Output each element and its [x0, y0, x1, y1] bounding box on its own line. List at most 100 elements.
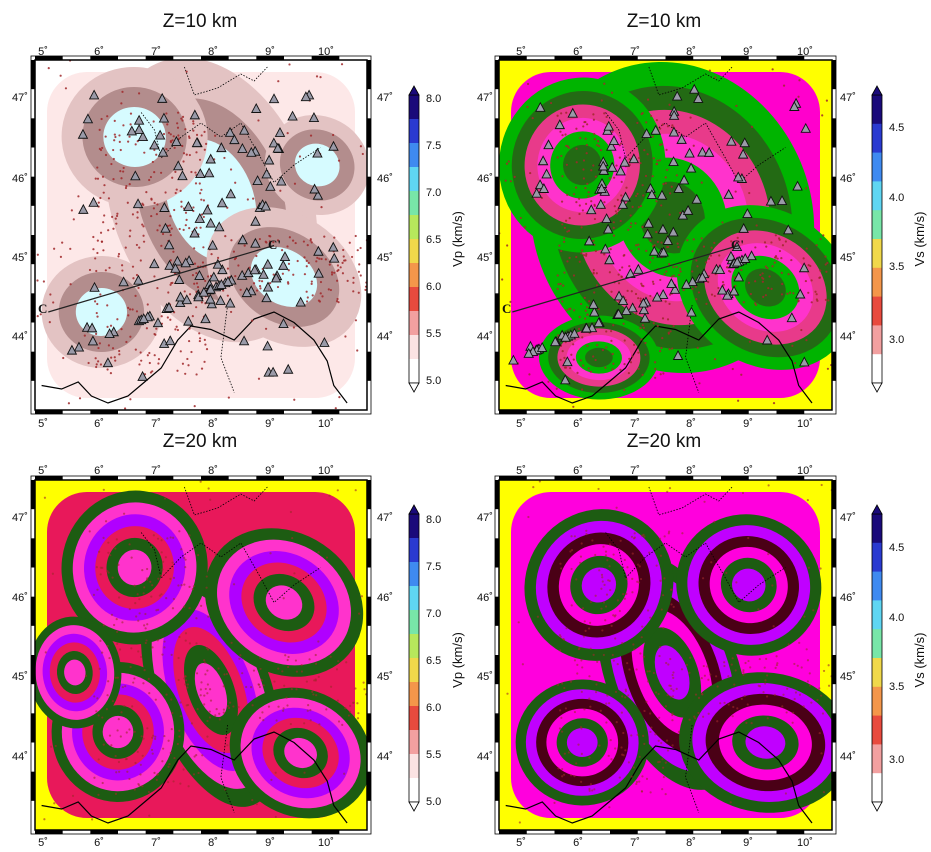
lon-tick: 7˚	[630, 837, 640, 849]
lon-tick: 10˚	[318, 465, 334, 477]
lat-tick: 46˚	[840, 592, 856, 604]
lon-tick: 5˚	[38, 46, 48, 58]
lon-tick: 6˚	[573, 465, 583, 477]
lon-tick: 5˚	[516, 418, 526, 430]
lon-tick: 5˚	[516, 837, 526, 849]
lon-tick: 9˚	[265, 465, 275, 477]
lon-tick: 7˚	[151, 465, 161, 477]
panel-4-lat-ticks-left: 47˚ 46˚ 45˚ 44˚	[477, 512, 493, 763]
colorbar-tick: 5.5	[426, 749, 441, 761]
lon-tick: 10˚	[797, 418, 813, 430]
lon-tick: 8˚	[208, 418, 218, 430]
lon-tick: 8˚	[686, 418, 696, 430]
panel-1-lat-ticks-left: 47˚ 46˚ 45˚ 44˚	[12, 92, 28, 343]
lat-tick: 46˚	[840, 173, 856, 185]
lat-tick: 46˚	[12, 173, 28, 185]
lon-tick: 8˚	[686, 465, 696, 477]
profile-label-end: C'	[268, 237, 281, 252]
lat-tick: 47˚	[377, 92, 393, 104]
lat-tick: 45˚	[477, 671, 493, 683]
lon-tick: 9˚	[265, 418, 275, 430]
panel-3-lat-ticks-left: 47˚ 46˚ 45˚ 44˚	[12, 512, 28, 763]
lon-tick: 5˚	[38, 465, 48, 477]
lon-tick: 6˚	[94, 837, 104, 849]
lon-tick: 6˚	[573, 418, 583, 430]
panel-1-title: Z=10 km	[163, 11, 237, 32]
panel-2: Z=10 km 5˚ 6˚ 7˚ 8˚ 9˚ 10˚ 5˚ 6˚ 7˚ 8˚ 9…	[477, 11, 927, 430]
lat-tick: 47˚	[840, 92, 856, 104]
lat-tick: 47˚	[377, 512, 393, 524]
panel-3-lon-ticks-top: 5˚ 6˚ 7˚ 8˚ 9˚ 10˚	[38, 465, 334, 477]
colorbar-tick: 6.0	[426, 702, 441, 714]
colorbar-label: Vp (km/s)	[450, 632, 465, 688]
colorbar-tick: 8.0	[426, 93, 441, 105]
lon-tick: 5˚	[38, 837, 48, 849]
colorbar-tick: 7.5	[426, 561, 441, 573]
panel-2-map	[494, 55, 837, 415]
panel-1-lon-ticks-bottom: 5˚ 6˚ 7˚ 8˚ 9˚ 10˚	[38, 418, 334, 430]
lat-tick: 47˚	[477, 92, 493, 104]
lon-tick: 9˚	[743, 465, 753, 477]
lon-tick: 7˚	[630, 46, 640, 58]
lat-tick: 47˚	[12, 92, 28, 104]
lat-tick: 44˚	[477, 751, 493, 763]
lon-tick: 8˚	[208, 46, 218, 58]
colorbar-tick: 3.0	[889, 754, 904, 766]
panel-1-lat-ticks-right: 47˚ 46˚ 45˚ 44˚	[377, 92, 393, 343]
colorbar-label: Vs (km/s)	[912, 633, 927, 688]
lat-tick: 46˚	[377, 592, 393, 604]
lon-tick: 9˚	[743, 418, 753, 430]
panel-2-colorbar	[871, 85, 883, 393]
lon-tick: 7˚	[630, 465, 640, 477]
colorbar-tick: 6.0	[426, 281, 441, 293]
lat-tick: 46˚	[477, 592, 493, 604]
colorbar-tick: 3.5	[889, 681, 904, 693]
panel-4-lon-ticks-top: 5˚ 6˚ 7˚ 8˚ 9˚ 10˚	[516, 465, 813, 477]
panel-2-lat-ticks-left: 47˚ 46˚ 45˚ 44˚	[477, 92, 493, 343]
panel-2-lat-ticks-right: 47˚ 46˚ 45˚ 44˚	[840, 92, 856, 343]
lon-tick: 7˚	[151, 418, 161, 430]
panel-3-colorbar	[408, 504, 420, 812]
colorbar-tick: 6.5	[426, 234, 441, 246]
lat-tick: 44˚	[12, 331, 28, 343]
lon-tick: 5˚	[516, 46, 526, 58]
lon-tick: 10˚	[797, 46, 813, 58]
panel-2-lon-ticks-top: 5˚ 6˚ 7˚ 8˚ 9˚ 10˚	[516, 46, 813, 58]
lon-tick: 5˚	[38, 418, 48, 430]
colorbar-tick: 5.5	[426, 328, 441, 340]
colorbar-tick: 7.0	[426, 187, 441, 199]
panel-4: Z=20 km 5˚ 6˚ 7˚ 8˚ 9˚ 10˚ 5˚ 6˚ 7˚ 8˚ 9…	[477, 431, 927, 849]
lon-tick: 5˚	[516, 465, 526, 477]
lat-tick: 46˚	[377, 173, 393, 185]
panel-4-lon-ticks-bottom: 5˚ 6˚ 7˚ 8˚ 9˚ 10˚	[516, 837, 813, 849]
lon-tick: 6˚	[573, 46, 583, 58]
lat-tick: 45˚	[377, 671, 393, 683]
lon-tick: 9˚	[743, 46, 753, 58]
lon-tick: 7˚	[151, 837, 161, 849]
lon-tick: 9˚	[265, 837, 275, 849]
colorbar-tick: 3.5	[889, 261, 904, 273]
profile-label-start: C	[502, 301, 511, 316]
panel-2-lon-ticks-bottom: 5˚ 6˚ 7˚ 8˚ 9˚ 10˚	[516, 418, 813, 430]
colorbar-tick: 4.0	[889, 612, 904, 624]
colorbar-label: Vs (km/s)	[912, 212, 927, 267]
lon-tick: 6˚	[573, 837, 583, 849]
profile-label-start: C	[38, 301, 47, 316]
lon-tick: 9˚	[265, 46, 275, 58]
colorbar-tick: 3.0	[889, 334, 904, 346]
lat-tick: 44˚	[377, 751, 393, 763]
lat-tick: 47˚	[840, 512, 856, 524]
panel-3-colorbar-ticks: 8.0 7.5 7.0 6.5 6.0 5.5 5.0	[426, 514, 441, 808]
panel-1-colorbar	[408, 85, 420, 393]
lon-tick: 10˚	[797, 837, 813, 849]
panel-4-colorbar-ticks: 4.5 4.0 3.5 3.0	[889, 542, 904, 766]
lon-tick: 9˚	[743, 837, 753, 849]
panel-1-lon-ticks-top: 5˚ 6˚ 7˚ 8˚ 9˚ 10˚	[38, 46, 334, 58]
lon-tick: 6˚	[94, 46, 104, 58]
colorbar-tick: 4.5	[889, 542, 904, 554]
lon-tick: 10˚	[318, 46, 334, 58]
panel-2-title: Z=10 km	[627, 11, 701, 32]
colorbar-tick: 7.0	[426, 608, 441, 620]
panel-4-lat-ticks-right: 47˚ 46˚ 45˚ 44˚	[840, 512, 856, 763]
colorbar-tick: 5.0	[426, 375, 441, 387]
